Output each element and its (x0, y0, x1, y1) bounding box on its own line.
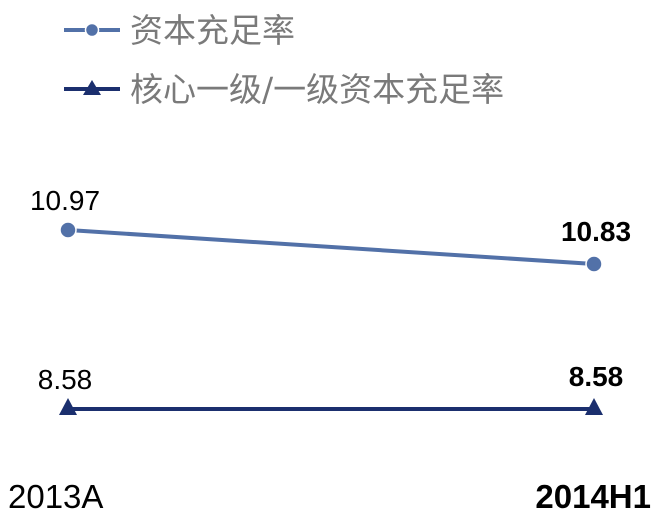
data-point-s2-1 (59, 398, 77, 415)
legend-label-series-1: 资本充足率 (130, 11, 295, 50)
x-tick-label-2: 2014H1 (535, 478, 651, 512)
x-axis: 2013A 2014H1 (8, 478, 651, 512)
legend-label-series-2: 核心一级/一级资本充足率 (130, 70, 504, 109)
data-label-s1-2: 10.83 (561, 216, 631, 247)
series-line-1 (67, 228, 595, 266)
chart-series: 10.97 10.83 8.58 8.58 (30, 185, 631, 415)
data-point-s1-1 (59, 221, 77, 239)
data-label-s2-2: 8.58 (569, 361, 624, 392)
legend-triangle-marker (83, 80, 101, 95)
data-label-s2-1: 8.58 (38, 364, 93, 395)
legend-circle-marker (84, 22, 100, 38)
x-tick-label-1: 2013A (8, 478, 103, 512)
data-point-s1-2 (585, 255, 603, 273)
data-label-s1-1: 10.97 (30, 185, 100, 216)
data-point-s2-2 (585, 398, 603, 415)
